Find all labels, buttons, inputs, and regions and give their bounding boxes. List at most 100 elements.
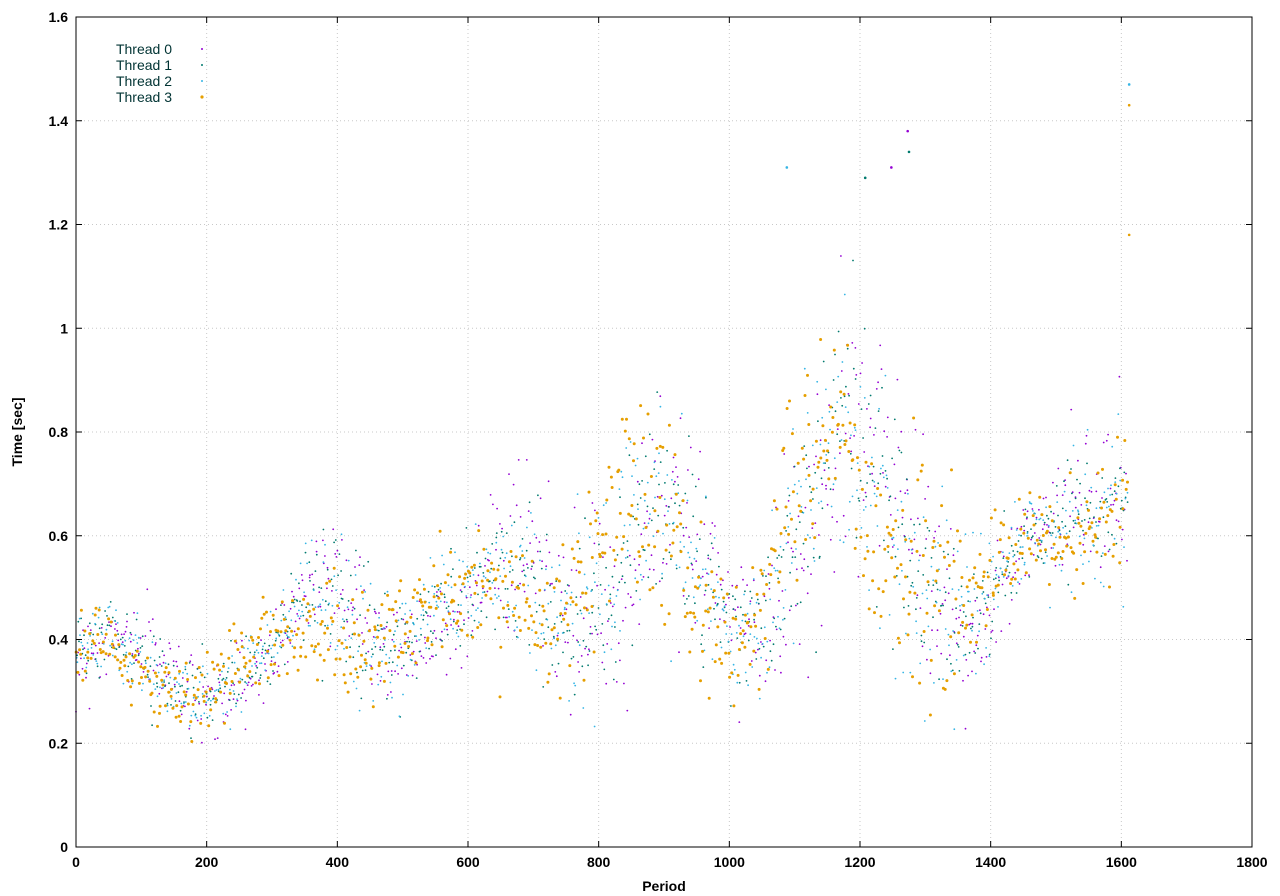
data-point	[984, 597, 986, 600]
data-point	[364, 591, 366, 593]
data-point	[554, 644, 557, 647]
data-point	[471, 569, 474, 571]
data-point	[172, 664, 175, 667]
data-point	[359, 614, 361, 616]
data-point	[629, 524, 631, 526]
data-point	[538, 604, 541, 607]
data-point	[583, 573, 586, 576]
data-point	[1023, 525, 1025, 527]
data-point	[501, 579, 505, 583]
data-point	[934, 545, 937, 548]
data-point	[667, 612, 671, 616]
data-point	[1069, 515, 1071, 518]
data-point	[1109, 494, 1111, 496]
data-point	[863, 451, 866, 453]
data-point	[311, 573, 314, 576]
data-point	[918, 559, 920, 562]
data-point	[174, 700, 177, 702]
data-point	[265, 610, 268, 614]
data-point	[980, 532, 982, 535]
data-point	[273, 656, 275, 658]
data-point	[549, 601, 552, 603]
data-point	[618, 488, 621, 490]
data-point	[216, 737, 219, 739]
data-point	[1062, 526, 1064, 529]
data-point	[133, 611, 135, 614]
data-point	[515, 604, 517, 607]
data-point	[153, 671, 157, 675]
data-point	[291, 599, 294, 603]
data-point	[432, 595, 436, 599]
data-point	[688, 435, 690, 437]
data-point	[243, 647, 245, 649]
data-point	[1016, 550, 1019, 553]
data-point	[669, 554, 673, 558]
data-point	[928, 713, 932, 717]
data-point	[316, 678, 319, 682]
data-point	[1030, 528, 1032, 530]
data-point	[559, 614, 562, 617]
data-point	[658, 496, 662, 499]
data-point	[738, 721, 741, 723]
data-point	[584, 591, 588, 595]
data-point	[665, 505, 668, 507]
data-point	[758, 674, 761, 677]
data-point	[108, 605, 111, 608]
data-point	[459, 612, 463, 616]
data-point	[817, 502, 820, 504]
data-point	[247, 681, 250, 684]
data-point	[115, 648, 118, 651]
data-point	[882, 476, 885, 479]
data-point	[455, 632, 458, 634]
data-point	[825, 454, 828, 456]
data-point	[785, 542, 788, 545]
data-point	[994, 569, 997, 572]
data-point	[1040, 557, 1043, 560]
data-point	[435, 594, 438, 597]
data-point	[1092, 544, 1095, 547]
data-point	[225, 677, 228, 679]
data-point	[962, 611, 965, 613]
data-point	[309, 624, 311, 627]
data-point	[587, 664, 589, 667]
data-point	[994, 587, 997, 590]
data-point	[156, 695, 159, 698]
data-point	[755, 601, 758, 604]
data-point	[496, 507, 498, 510]
data-point	[199, 721, 203, 725]
data-point	[635, 580, 639, 584]
data-point	[940, 504, 944, 508]
data-point	[1100, 555, 1103, 557]
data-point	[409, 658, 412, 661]
data-point	[855, 374, 858, 376]
data-point	[449, 550, 453, 554]
data-point	[761, 642, 764, 645]
data-point	[1061, 494, 1064, 496]
data-point	[508, 616, 511, 618]
data-point	[553, 591, 556, 593]
data-point	[253, 653, 256, 656]
data-point	[563, 608, 566, 611]
data-point	[1081, 520, 1083, 522]
data-point	[149, 665, 152, 668]
data-point	[779, 532, 783, 535]
data-point	[519, 582, 521, 585]
data-point	[942, 678, 944, 680]
data-point	[470, 634, 473, 637]
data-point	[818, 534, 820, 536]
data-point	[594, 509, 596, 512]
data-point	[620, 578, 623, 580]
data-point	[867, 607, 871, 611]
data-point	[309, 580, 311, 582]
data-point	[984, 628, 987, 630]
data-point	[818, 557, 821, 559]
data-point	[796, 492, 799, 495]
x-tick-label: 0	[72, 854, 80, 870]
data-point	[235, 702, 238, 705]
data-point	[373, 608, 376, 611]
data-point	[605, 498, 609, 502]
data-point	[83, 647, 86, 650]
data-point	[800, 446, 804, 450]
data-point	[1003, 573, 1006, 577]
data-point	[87, 648, 89, 651]
